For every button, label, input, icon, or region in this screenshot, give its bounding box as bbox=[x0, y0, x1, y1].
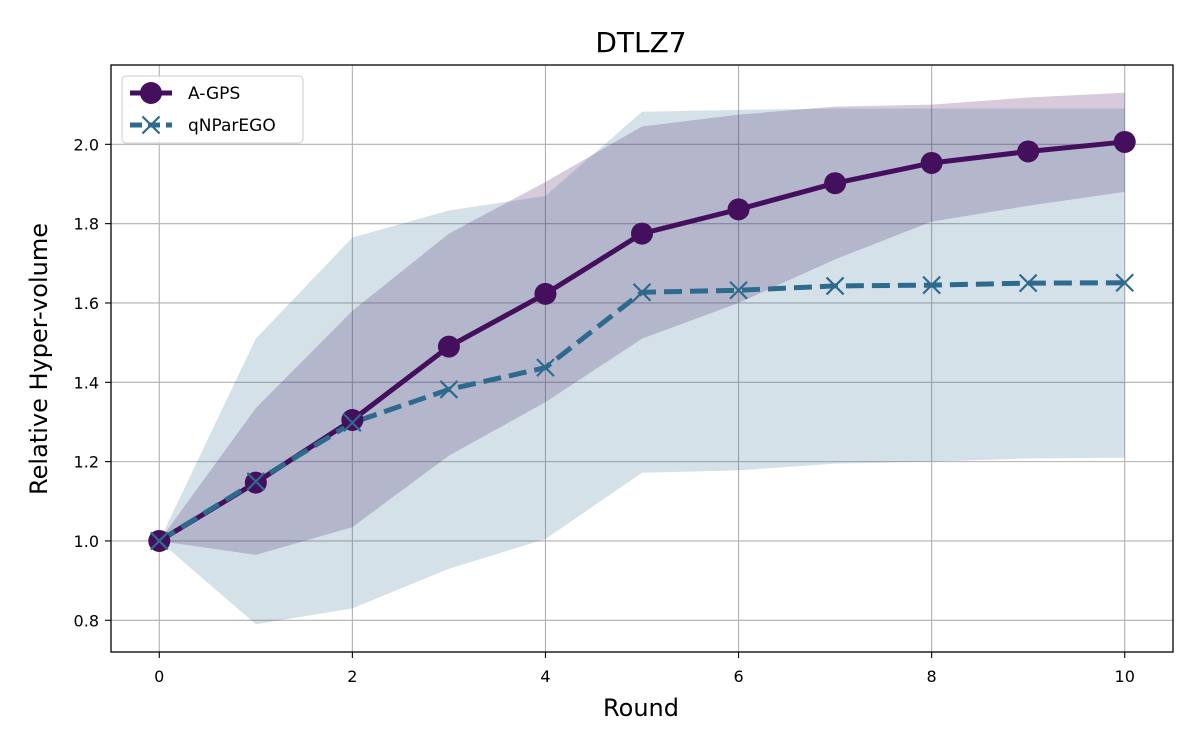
legend-marker-a-gps bbox=[140, 82, 162, 104]
legend: A-GPS qNParEGO bbox=[121, 75, 304, 144]
point-a-gps bbox=[1113, 130, 1136, 153]
confidence-bands bbox=[159, 92, 1125, 625]
y-axis-label: Relative Hyper-volume bbox=[25, 223, 53, 495]
point-a-gps bbox=[824, 172, 847, 195]
point-a-gps bbox=[1017, 140, 1040, 163]
point-a-gps bbox=[727, 198, 750, 221]
x-tick-label: 0 bbox=[154, 667, 164, 686]
point-qnparego bbox=[1115, 273, 1135, 293]
axis-ticks: 0 2 4 6 8 10 0.8 1.0 1.2 1.4 1.6 1.8 2.0 bbox=[74, 135, 1135, 686]
plot-frame bbox=[110, 64, 1174, 653]
point-a-gps bbox=[341, 408, 364, 431]
grid bbox=[111, 65, 1173, 652]
point-a-gps bbox=[437, 335, 460, 358]
band-a-gps bbox=[159, 92, 1125, 555]
point-qnparego bbox=[922, 275, 941, 295]
y-tick-label: 1.0 bbox=[74, 532, 99, 551]
y-tick-label: 1.6 bbox=[74, 294, 99, 313]
band-qnparego bbox=[159, 108, 1125, 625]
point-qnparego bbox=[632, 282, 652, 302]
x-tick-label: 6 bbox=[733, 667, 743, 686]
series-markers bbox=[148, 130, 1136, 552]
chart-title: DTLZ7 bbox=[595, 26, 686, 59]
x-tick-label: 2 bbox=[347, 667, 357, 686]
y-tick-label: 2.0 bbox=[74, 135, 99, 154]
y-tick-label: 1.8 bbox=[74, 215, 99, 234]
x-tick-label: 4 bbox=[540, 667, 550, 686]
y-tick-label: 1.2 bbox=[74, 453, 99, 472]
legend-label-a-gps: A-GPS bbox=[188, 84, 240, 104]
point-qnparego bbox=[729, 281, 748, 300]
point-a-gps bbox=[534, 282, 557, 305]
point-qnparego bbox=[246, 472, 266, 491]
point-qnparego bbox=[439, 380, 459, 399]
point-qnparego bbox=[825, 276, 845, 296]
point-a-gps bbox=[920, 151, 943, 174]
x-axis-label: Round bbox=[603, 694, 679, 722]
y-tick-label: 1.4 bbox=[74, 373, 99, 392]
y-tick-label: 0.8 bbox=[74, 611, 99, 630]
legend-label-qnparego: qNParEGO bbox=[188, 116, 276, 136]
point-a-gps bbox=[631, 222, 653, 245]
x-tick-label: 10 bbox=[1115, 667, 1135, 686]
point-qnparego bbox=[149, 531, 169, 551]
point-qnparego bbox=[1018, 273, 1038, 293]
x-tick-label: 8 bbox=[927, 667, 937, 686]
point-qnparego bbox=[343, 413, 362, 433]
point-qnparego bbox=[536, 358, 555, 377]
legend-marker-qnparego bbox=[141, 115, 161, 135]
